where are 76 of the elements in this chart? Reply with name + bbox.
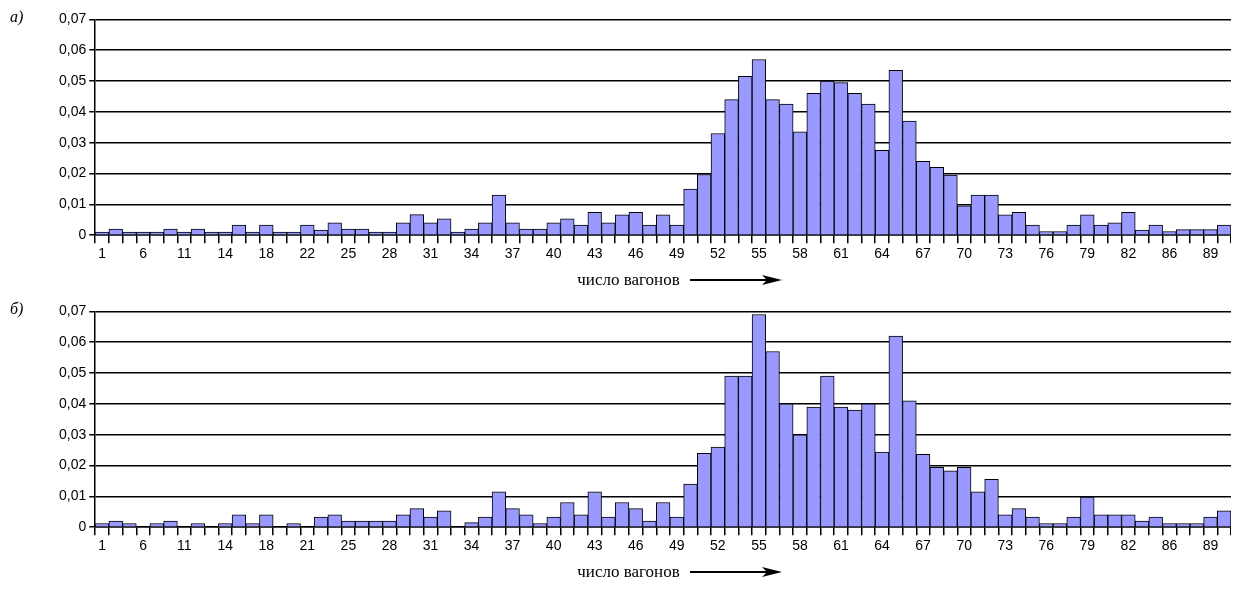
x-tick-label: 28 xyxy=(381,245,398,262)
y-tick-label: 0,07 xyxy=(59,302,87,319)
x-axis-title: число вагонов xyxy=(577,270,680,290)
x-tick-label: 46 xyxy=(627,245,644,262)
x-tick-label: 58 xyxy=(792,245,808,262)
y-tick-label: 0 xyxy=(78,518,87,535)
x-tick-label: 64 xyxy=(874,537,891,554)
x-tick-label: 79 xyxy=(1079,537,1096,554)
x-tick-label: 82 xyxy=(1120,245,1137,262)
x-tick-label: 28 xyxy=(381,537,398,554)
x-tick-label: 58 xyxy=(792,537,808,554)
x-tick-label: 6 xyxy=(139,245,148,262)
y-tick-label: 0,05 xyxy=(59,71,87,88)
x-tick-label: 21 xyxy=(299,537,316,554)
y-tick-label: 0,05 xyxy=(59,363,87,380)
y-tick-label: 0,07 xyxy=(59,10,87,27)
x-tick-label: 34 xyxy=(463,245,480,262)
x-tick-label: 11 xyxy=(176,537,192,554)
x-tick-label: 82 xyxy=(1120,537,1137,554)
x-tick-label: 55 xyxy=(751,537,767,554)
y-tick-label: 0,04 xyxy=(59,102,87,119)
x-tick-label: 73 xyxy=(997,245,1014,262)
y-tick-label: 0,02 xyxy=(59,456,87,473)
x-tick-label: 79 xyxy=(1079,245,1096,262)
x-tick-label: 49 xyxy=(669,245,685,262)
x-tick-label: 55 xyxy=(751,245,767,262)
x-tick-label: 73 xyxy=(997,537,1014,554)
x-tick-label: 86 xyxy=(1161,537,1178,554)
y-tick-label: 0,03 xyxy=(59,425,87,442)
x-tick-label: 64 xyxy=(874,245,891,262)
x-tick-label: 76 xyxy=(1038,245,1055,262)
x-tick-label: 1 xyxy=(98,537,107,554)
chart-title: а) xyxy=(10,8,24,26)
y-tick-label: 0,06 xyxy=(59,41,87,58)
x-tick-label: 11 xyxy=(176,245,192,262)
x-tick-label: 37 xyxy=(504,537,521,554)
y-tick-label: 0,04 xyxy=(59,394,87,411)
x-tick-label: 70 xyxy=(956,245,973,262)
x-tick-label: 76 xyxy=(1038,537,1055,554)
x-tick-label: 40 xyxy=(545,245,562,262)
x-axis-title: число вагонов xyxy=(577,562,680,582)
x-tick-label: 49 xyxy=(669,537,685,554)
x-tick-label: 40 xyxy=(545,537,562,554)
x-tick-label: 1 xyxy=(98,245,107,262)
x-tick-label: 6 xyxy=(139,537,148,554)
x-tick-label: 67 xyxy=(915,245,932,262)
x-tick-label: 25 xyxy=(340,537,357,554)
x-tick-label: 86 xyxy=(1161,245,1178,262)
x-tick-label: 61 xyxy=(833,537,850,554)
x-tick-label: 46 xyxy=(627,537,644,554)
x-tick-label: 31 xyxy=(422,537,439,554)
chart-title: б) xyxy=(10,300,24,318)
y-tick-label: 0,01 xyxy=(59,195,87,212)
y-tick-label: 0,02 xyxy=(59,164,87,181)
x-tick-label: 14 xyxy=(217,537,234,554)
y-tick-label: 0,06 xyxy=(59,333,87,350)
x-tick-label: 18 xyxy=(258,245,275,262)
x-tick-label: 31 xyxy=(422,245,439,262)
x-tick-label: 43 xyxy=(586,245,603,262)
x-tick-label: 89 xyxy=(1202,537,1219,554)
y-tick-label: 0 xyxy=(78,226,87,243)
x-tick-label: 43 xyxy=(586,537,603,554)
y-tick-label: 0,01 xyxy=(59,487,87,504)
x-tick-label: 52 xyxy=(710,245,726,262)
x-tick-label: 67 xyxy=(915,537,932,554)
x-tick-label: 25 xyxy=(340,245,357,262)
x-tick-label: 22 xyxy=(299,245,316,262)
x-tick-label: 18 xyxy=(258,537,275,554)
x-tick-label: 61 xyxy=(833,245,850,262)
x-tick-label: 14 xyxy=(217,245,234,262)
x-tick-label: 52 xyxy=(710,537,726,554)
x-tick-label: 89 xyxy=(1202,245,1219,262)
x-tick-label: 34 xyxy=(463,537,480,554)
x-tick-label: 37 xyxy=(504,245,521,262)
y-tick-label: 0,03 xyxy=(59,133,87,150)
x-tick-label: 70 xyxy=(956,537,973,554)
